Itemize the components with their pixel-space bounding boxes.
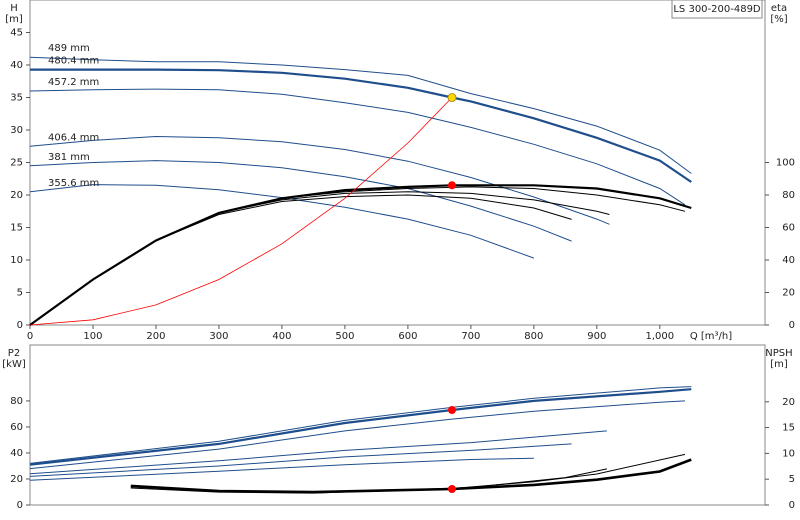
y-tick-label: 5 [17,288,23,299]
y-axis-label: H [10,3,18,14]
y-tick-label: 60 [10,422,23,433]
curve-label: 355.6 mm [48,178,99,189]
plot-frame [29,344,766,506]
x-tick-label: 0 [27,331,33,342]
y2-tick-label: 5 [789,474,795,485]
x-tick-label: 1,000 [645,331,674,342]
y2-tick-label: 0 [789,500,795,511]
curve [29,88,686,206]
curve [29,194,572,326]
curve [29,400,686,470]
curve [29,160,572,242]
curve [130,468,608,494]
curve-label: 381 mm [48,152,90,163]
y-tick-label: 20 [10,474,23,485]
x-tick-label: 300 [209,331,228,342]
y2-tick-label: 15 [782,423,795,434]
x-tick-label: 800 [524,331,543,342]
curve [29,135,610,225]
curve-label: 406.4 mm [48,132,99,143]
x-tick-label: 900 [587,331,606,342]
y2-axis-label: [%] [770,14,787,25]
x-tick-label: 100 [83,331,102,342]
y2-tick-label: 100 [776,158,795,169]
y-tick-label: 0 [17,500,23,511]
x-tick-label: 600 [398,331,417,342]
operating-point [447,485,456,493]
y-tick-label: 25 [10,158,23,169]
y2-axis-label: eta [771,3,787,14]
x-tick-label: 500 [335,331,354,342]
y2-tick-label: 20 [782,288,795,299]
y2-tick-label: 60 [782,223,795,234]
y-tick-label: 80 [10,396,23,407]
curve [29,430,607,475]
y-tick-label: 30 [10,125,23,136]
curve-label: 480.4 mm [48,56,99,67]
y2-axis-label: [m] [770,359,788,370]
y-axis-label: [kW] [2,359,26,370]
y-tick-label: 35 [10,93,23,104]
curve-label: 457.2 mm [48,77,99,88]
operating-point [447,181,456,190]
y-tick-label: 20 [10,190,23,201]
y2-tick-label: 10 [782,448,795,459]
y-tick-label: 0 [17,320,23,331]
x-axis-label: Q [m³/h] [690,331,732,342]
y-tick-label: 40 [10,60,23,71]
curve [29,56,692,174]
y-tick-label: 15 [10,223,23,234]
y2-tick-label: 0 [789,320,795,331]
y-axis-label: [m] [5,14,23,25]
curve [29,443,572,477]
curve [29,457,534,481]
curve [29,97,453,326]
x-tick-label: 700 [461,331,480,342]
operating-point [447,93,457,102]
y2-tick-label: 80 [782,190,795,201]
y-tick-label: 10 [10,255,23,266]
y-tick-label: 40 [10,448,23,459]
operating-point [447,406,456,415]
chart-title: LS 300-200-489D [673,4,761,15]
y2-tick-label: 20 [782,397,795,408]
title-box [671,0,763,19]
y-tick-label: 45 [10,28,23,39]
x-tick-label: 400 [272,331,291,342]
y-axis-label: P2 [8,348,20,359]
curve [30,68,692,183]
y2-tick-label: 40 [782,255,795,266]
x-tick-label: 200 [146,331,165,342]
y2-axis-label: NPSH [765,348,792,359]
curve-label: 489 mm [48,43,90,54]
